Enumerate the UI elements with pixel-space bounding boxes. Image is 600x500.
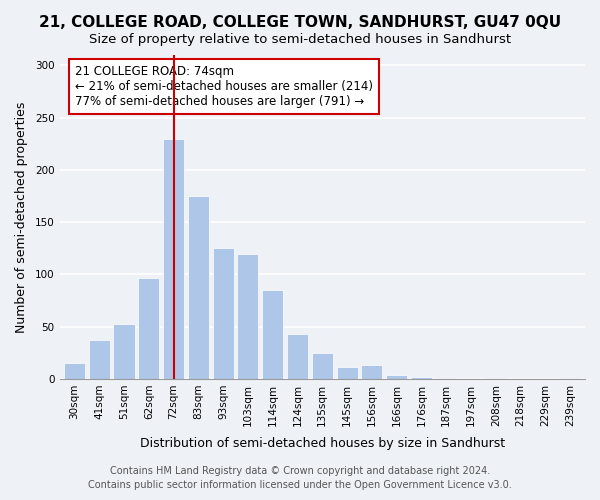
Bar (163, 138, 184, 379)
Bar (287, 334, 308, 379)
Bar (485, 378, 506, 379)
Bar (361, 366, 382, 379)
Bar (411, 377, 432, 379)
Text: 21, COLLEGE ROAD, COLLEGE TOWN, SANDHURST, GU47 0QU: 21, COLLEGE ROAD, COLLEGE TOWN, SANDHURS… (39, 15, 561, 30)
Bar (337, 368, 358, 379)
Bar (89, 340, 110, 379)
Bar (238, 254, 259, 379)
Bar (212, 248, 233, 379)
Text: 21 COLLEGE ROAD: 74sqm
← 21% of semi-detached houses are smaller (214)
77% of se: 21 COLLEGE ROAD: 74sqm ← 21% of semi-det… (76, 64, 373, 108)
Bar (188, 196, 209, 379)
Bar (436, 378, 457, 379)
X-axis label: Distribution of semi-detached houses by size in Sandhurst: Distribution of semi-detached houses by … (140, 437, 505, 450)
Bar (560, 378, 581, 379)
Bar (386, 374, 407, 379)
Bar (312, 353, 333, 379)
Y-axis label: Number of semi-detached properties: Number of semi-detached properties (15, 102, 28, 332)
Bar (64, 363, 85, 379)
Text: Contains HM Land Registry data © Crown copyright and database right 2024.
Contai: Contains HM Land Registry data © Crown c… (88, 466, 512, 490)
Bar (138, 278, 160, 379)
Bar (262, 290, 283, 379)
Bar (113, 324, 134, 379)
Text: Size of property relative to semi-detached houses in Sandhurst: Size of property relative to semi-detach… (89, 32, 511, 46)
